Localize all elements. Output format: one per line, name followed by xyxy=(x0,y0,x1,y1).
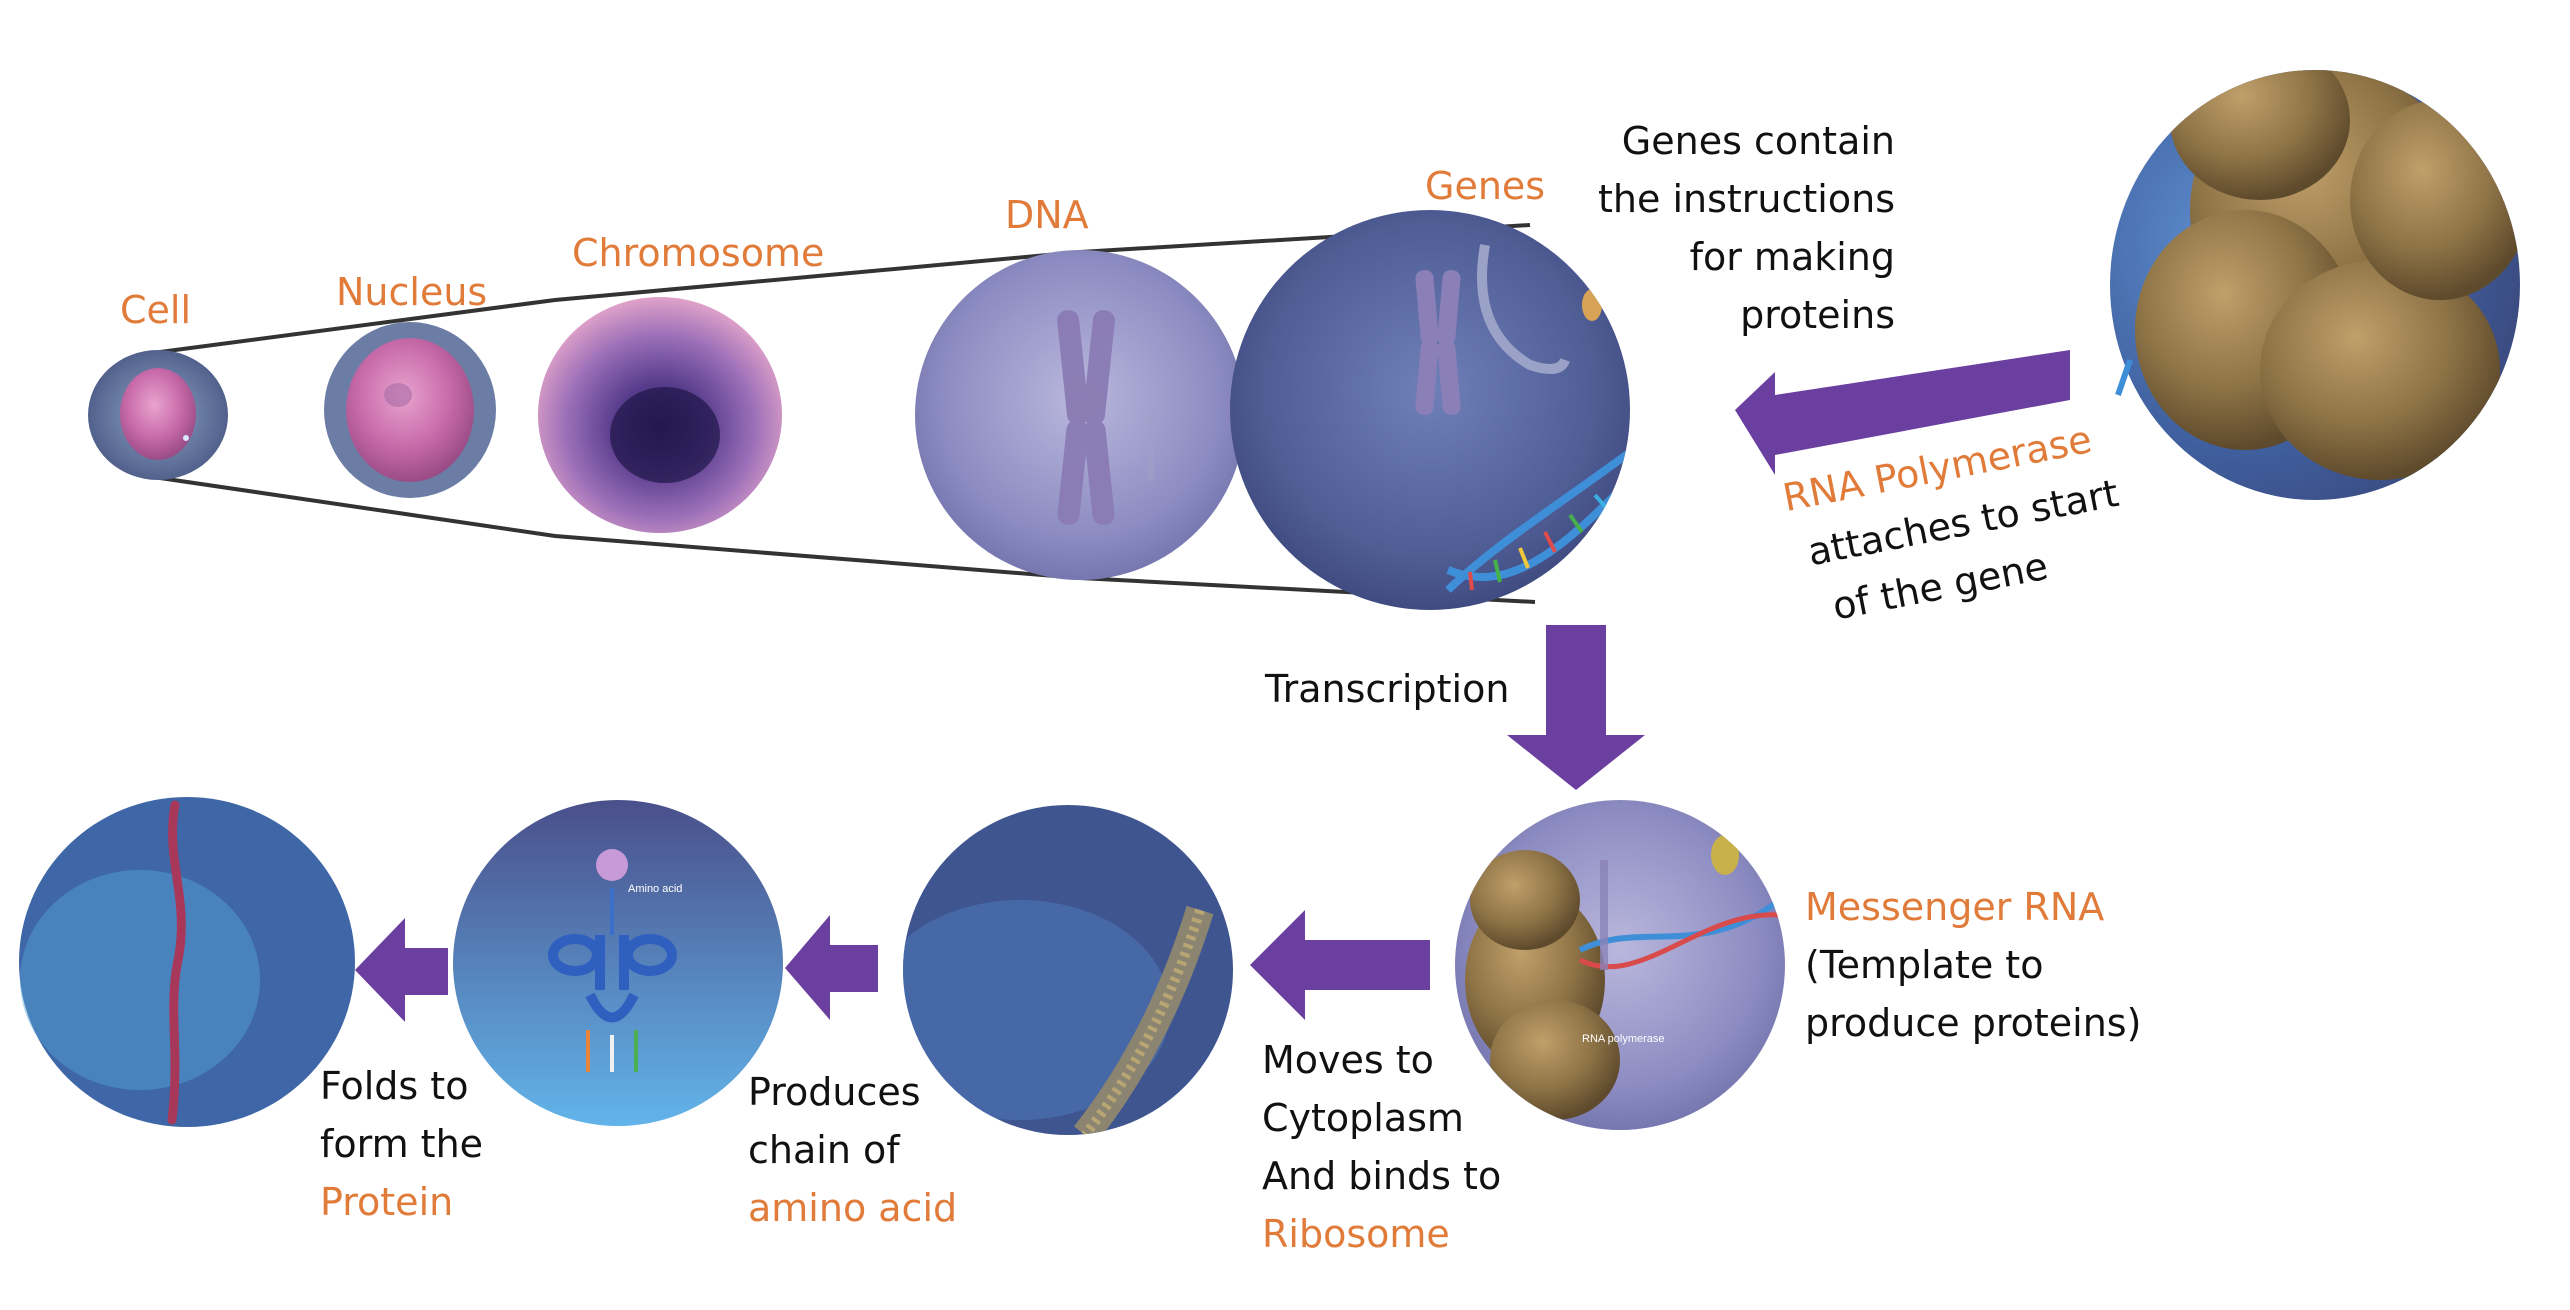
cytoplasm-line: Cytoplasm xyxy=(1262,1096,1464,1140)
rna-polymerase-image xyxy=(2110,70,2520,500)
fold-line: Folds to xyxy=(320,1064,469,1108)
amino-line: Produces xyxy=(748,1070,921,1114)
genes-note-line: for making xyxy=(1689,235,1895,279)
amino-line: chain of xyxy=(748,1128,900,1172)
amino-acid-label: amino acid xyxy=(748,1186,958,1230)
messenger-line: produce proteins) xyxy=(1805,1001,2142,1045)
genes-note-line: the instructions xyxy=(1598,177,1895,221)
chromosome-label: Chromosome xyxy=(572,231,825,275)
messenger-name: Messenger RNA xyxy=(1805,885,2105,929)
ribosome-image xyxy=(903,805,1233,1135)
arrow-mrna-to-ribosome xyxy=(1250,910,1430,1020)
genes-note-line: Genes contain xyxy=(1621,119,1895,163)
genes-label: Genes xyxy=(1425,164,1546,208)
fold-line: form the xyxy=(320,1122,484,1166)
arrow-ribosome-to-trna xyxy=(785,915,878,1020)
cytoplasm-caption: Moves to Cytoplasm And binds to Ribosome xyxy=(1262,1031,1501,1263)
genes-image xyxy=(1230,210,1630,610)
messenger-caption: Messenger RNA (Template to produce prote… xyxy=(1805,878,2141,1052)
trna-image: Amino acid xyxy=(453,800,783,1126)
genes-note-line: proteins xyxy=(1740,293,1895,337)
ribosome-label: Ribosome xyxy=(1262,1212,1450,1256)
dna-label: DNA xyxy=(1005,193,1089,237)
nucleus-label: Nucleus xyxy=(336,270,488,314)
chromosome-image xyxy=(538,297,782,533)
fold-caption: Folds to form the Protein xyxy=(320,1057,483,1231)
genes-note: Genes contain the instructions for makin… xyxy=(1560,112,1895,344)
cell-label: Cell xyxy=(120,288,192,332)
arrow-transcription-down xyxy=(1507,625,1645,790)
cell-image xyxy=(88,350,228,480)
amino-caption: Produces chain of amino acid xyxy=(748,1063,957,1237)
transcription-label: Transcription xyxy=(1265,667,1510,711)
messenger-rna-image: RNA polymerase xyxy=(1455,800,1785,1130)
cytoplasm-line: Moves to xyxy=(1262,1038,1434,1082)
dna-image xyxy=(915,250,1245,580)
zoom-connector-lines xyxy=(159,223,1536,604)
arrow-trna-to-protein xyxy=(355,918,448,1022)
cytoplasm-line: And binds to xyxy=(1262,1154,1502,1198)
rna-polymerase-tag: RNA polymerase xyxy=(1582,1033,1665,1045)
messenger-line: (Template to xyxy=(1805,943,2044,987)
nucleus-image xyxy=(324,322,496,498)
arrow-polymerase-to-genes xyxy=(1735,350,2070,475)
amino-acid-tag: Amino acid xyxy=(628,883,682,895)
protein-chain-image xyxy=(19,797,355,1127)
protein-label: Protein xyxy=(320,1180,454,1224)
